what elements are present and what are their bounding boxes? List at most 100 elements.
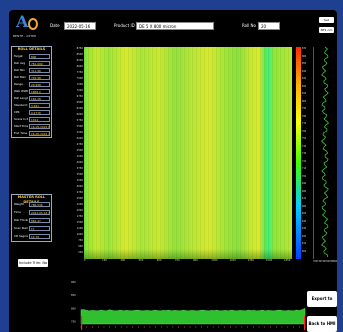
roll-detail-label: Target bbox=[14, 54, 23, 58]
master-roll-label: Scan Number bbox=[14, 226, 28, 230]
colorbar-tick: 600 bbox=[302, 249, 307, 253]
md-profile-x-tick: 700 bbox=[313, 260, 318, 263]
roll-detail-value: 745.98 bbox=[29, 75, 50, 80]
colorbar-tick: 820 bbox=[302, 84, 307, 88]
heatmap-y-tick: 3500 bbox=[76, 173, 83, 176]
include-trim-button[interactable]: Include Trim: No bbox=[18, 259, 48, 267]
colorbar-tick: 780 bbox=[302, 114, 307, 118]
colorbar-tick: 810 bbox=[302, 92, 307, 95]
colorbar-tick: 760 bbox=[302, 129, 307, 133]
master-roll-label: Weight bbox=[14, 202, 24, 206]
heatmap-y-tick: 8000 bbox=[76, 65, 83, 68]
master-roll-value: 881.47 bbox=[29, 218, 50, 223]
heatmap-y-tick: 4500 bbox=[76, 149, 83, 152]
master-roll-value: 2022-05-16 10:39:57 bbox=[29, 210, 50, 215]
colorbar-tick: 680 bbox=[302, 189, 307, 193]
roll-detail-label: CPK bbox=[14, 110, 20, 114]
master-roll-row: Weight 786.536 bbox=[14, 201, 51, 208]
colorbar-tick: 700 bbox=[302, 174, 307, 178]
cd-profile-plot: 900 850 800 750 bbox=[71, 280, 307, 332]
roll-detail-row: Target 800 bbox=[14, 53, 51, 60]
date-label: Date bbox=[50, 23, 60, 28]
roll-number-label: Roll No bbox=[242, 23, 256, 28]
roll-detail-value: 29.998 bbox=[29, 82, 50, 87]
company-logo: A BENTH - ASTER bbox=[11, 13, 41, 39]
heatmap-y-tick: 6250 bbox=[76, 107, 83, 110]
product-id-label: Product ID bbox=[114, 23, 135, 28]
heatmap-x-tick: 1650 bbox=[284, 259, 291, 262]
corner-button-1[interactable]: Set bbox=[319, 17, 334, 23]
logo-subtitle: BENTH - ASTER bbox=[13, 35, 37, 38]
md-profile-plot bbox=[313, 46, 335, 259]
roll-detail-row: Standard Deviation3.261 bbox=[14, 102, 51, 109]
colorbar-tick: 770 bbox=[302, 122, 307, 125]
roll-detail-label: Roll Length bbox=[14, 96, 28, 100]
cd-profile-edge-marker bbox=[81, 316, 83, 330]
cd-profile-y-tick: 900 bbox=[71, 280, 76, 284]
md-profile-x-tick: 760 bbox=[325, 260, 330, 263]
heatmap-y-tick: 1500 bbox=[76, 221, 83, 224]
logo-swoosh-icon bbox=[28, 18, 38, 30]
roll-detail-value: 16-05-2022 10:13:00 bbox=[29, 131, 50, 136]
roll-details-title: ROLL DETAILS bbox=[17, 47, 46, 51]
colorbar-tick: 860 bbox=[302, 54, 307, 58]
master-roll-value: 786.536 bbox=[29, 202, 50, 207]
md-profile-x-tick: 780 bbox=[329, 260, 334, 263]
heatmap-x-tick: 1350 bbox=[247, 259, 254, 262]
colorbar-tick: 610 bbox=[302, 242, 307, 245]
colorbar-tick: 750 bbox=[302, 137, 307, 140]
colorbar-tick: 660 bbox=[302, 204, 307, 208]
product-id-field[interactable]: DE 5 X 800 micron bbox=[136, 22, 214, 30]
heatmap-y-tick: 8750 bbox=[76, 47, 83, 50]
heatmap-y-tick: 250 bbox=[78, 251, 83, 254]
colorbar-tick: 800 bbox=[302, 99, 307, 103]
colorbar-tick: 640 bbox=[302, 219, 307, 223]
heatmap-x-tick: 1200 bbox=[229, 259, 236, 262]
master-roll-label: Time bbox=[14, 210, 21, 214]
cd-profile-svg: 900 850 800 750 bbox=[71, 280, 306, 330]
colorbar-tick: 850 bbox=[302, 62, 307, 65]
heatmap-x-tick: 450 bbox=[138, 259, 144, 262]
roll-detail-row: Roll Avg 781.690 bbox=[14, 60, 51, 67]
heatmap-y-tick: 8500 bbox=[76, 53, 83, 56]
heatmap-x-tick: 900 bbox=[193, 259, 198, 262]
roll-detail-row: Roll Length162.28 bbox=[14, 95, 51, 102]
roll-detail-label: End Time bbox=[14, 131, 28, 135]
roll-detail-value: 781.690 bbox=[29, 61, 50, 66]
heatmap-y-tick: 4250 bbox=[76, 155, 83, 158]
corner-button-2[interactable]: NT1 nm bbox=[319, 27, 334, 33]
back-to-hmi-button[interactable]: Back to HMI bbox=[307, 316, 337, 332]
roll-detail-value: 800 bbox=[29, 54, 50, 59]
colorbar-tick: 670 bbox=[302, 197, 307, 200]
heatmap-y-tick: 3750 bbox=[76, 167, 83, 170]
heatmap-colorbar bbox=[296, 47, 301, 259]
heatmap-y-tick: 2750 bbox=[76, 191, 83, 194]
toolbar bbox=[157, 11, 217, 26]
master-roll-value: 12.78 bbox=[29, 234, 50, 239]
date-field[interactable]: 2022-05-16 bbox=[64, 22, 96, 30]
heatmap-x-tick: 300 bbox=[120, 259, 126, 262]
heatmap-y-tick: 7500 bbox=[76, 77, 83, 80]
heatmap-y-tick: 2500 bbox=[76, 197, 83, 200]
heatmap-y-tick: 4750 bbox=[76, 143, 83, 146]
cd-profile-area bbox=[80, 307, 306, 325]
export-csv-button[interactable]: Export to CSV bbox=[307, 291, 337, 317]
colorbar-tick: 830 bbox=[302, 77, 307, 80]
master-roll-row: Scan Number17 bbox=[14, 225, 51, 232]
colorbar-tick: 870 bbox=[302, 47, 307, 50]
master-roll-row: Roll Thickness881.47 bbox=[14, 217, 51, 224]
heatmap-y-tick: 7750 bbox=[76, 71, 83, 74]
roll-number-field[interactable]: 20 bbox=[258, 22, 280, 30]
cd-profile-edge-marker bbox=[304, 316, 306, 330]
roll-detail-row: Roll Max 745.98 bbox=[14, 74, 51, 81]
md-profile-svg bbox=[321, 46, 329, 258]
cd-profile-y-tick: 800 bbox=[71, 306, 76, 310]
roll-detail-label: Roll Avg bbox=[14, 61, 26, 65]
colorbar-tick: 720 bbox=[302, 159, 307, 163]
md-profile-x-tick: 740 bbox=[321, 260, 326, 263]
roll-detail-value: 1314 bbox=[29, 117, 50, 122]
md-profile-x-tick: 800 bbox=[333, 260, 337, 263]
heatmap-y-tick: 6750 bbox=[76, 95, 83, 98]
heatmap-y-tick: 5000 bbox=[76, 137, 83, 140]
